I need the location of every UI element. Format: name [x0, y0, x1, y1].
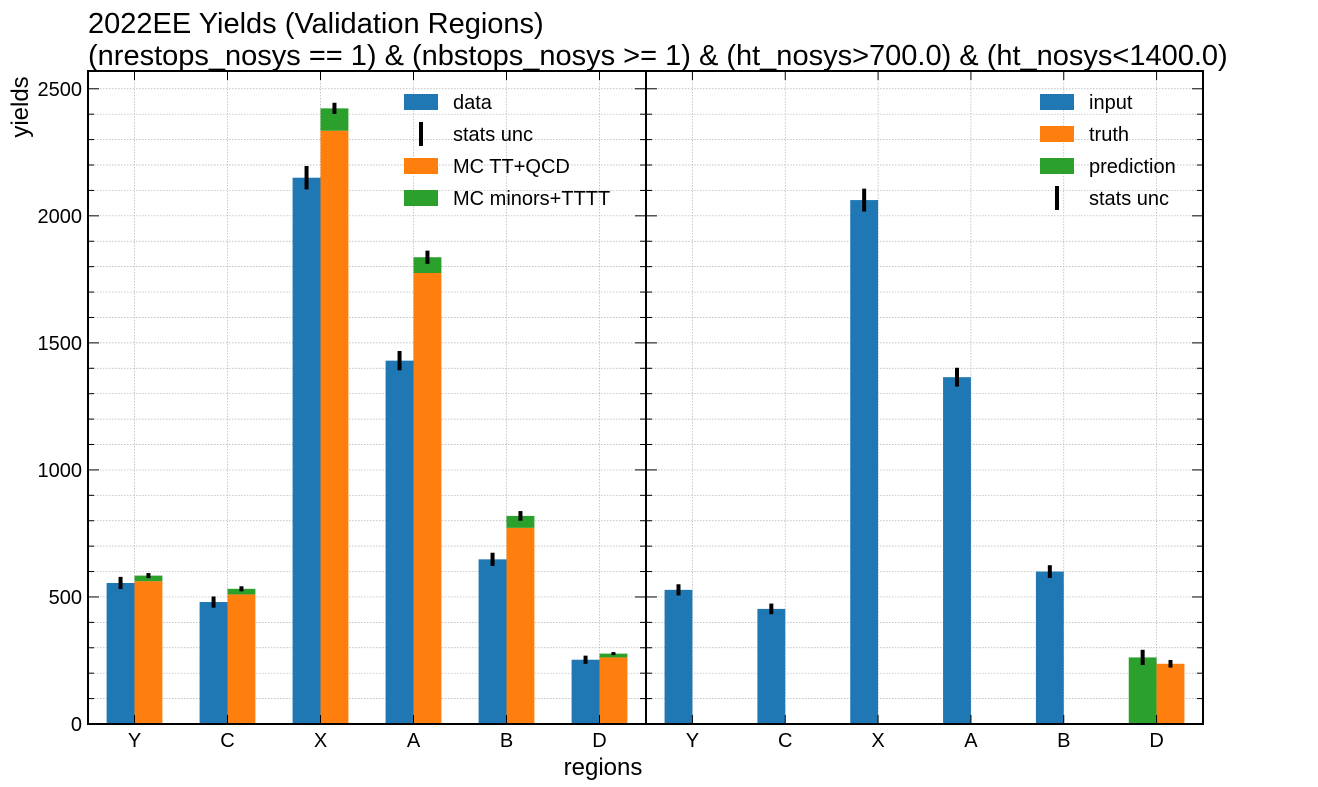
- x-tick-label: B: [500, 730, 513, 752]
- x-tick-label: C: [778, 730, 792, 752]
- legend-label: stats unc: [1089, 188, 1169, 210]
- bar-prediction: [1128, 657, 1157, 724]
- chart-title-line1: 2022EE Yields (Validation Regions): [88, 8, 544, 40]
- bar-truth: [1156, 663, 1185, 724]
- bar-mc-minors: [320, 108, 349, 131]
- y-tick-label: 500: [49, 587, 82, 609]
- x-tick-label: X: [871, 730, 884, 752]
- y-tick-label: 2000: [38, 206, 83, 228]
- x-axis-label: regions: [564, 754, 643, 781]
- legend-swatch: [1040, 158, 1074, 174]
- legend-swatch: [404, 158, 438, 174]
- legend-label: MC TT+QCD: [453, 156, 570, 178]
- legend-swatch: [404, 190, 438, 206]
- x-tick-label: B: [1057, 730, 1070, 752]
- legend-label: input: [1089, 92, 1133, 114]
- axes-frame: [645, 70, 1204, 725]
- y-tick-label: 0: [71, 714, 82, 736]
- x-tick-label: C: [220, 730, 234, 752]
- legend-label: MC minors+TTTT: [453, 188, 610, 210]
- bar-input: [850, 200, 879, 724]
- legend-label: stats unc: [453, 124, 533, 146]
- x-tick-label: D: [592, 730, 606, 752]
- x-tick-label: Y: [128, 730, 141, 752]
- bar-data: [292, 177, 321, 725]
- bar-data: [571, 659, 600, 724]
- x-tick-label: A: [407, 730, 421, 752]
- bar-data: [478, 559, 507, 724]
- legend-label: data: [453, 92, 493, 114]
- x-tick-label: Y: [686, 730, 699, 752]
- chart-title-line2: (nrestops_nosys == 1) & (nbstops_nosys >…: [88, 40, 1228, 72]
- bars-layer: [664, 188, 1185, 724]
- bar-mc-minors: [134, 575, 163, 582]
- x-tick-label: X: [314, 730, 327, 752]
- y-tick-label: 1500: [38, 333, 83, 355]
- bar-data: [106, 582, 135, 724]
- x-tick-label: A: [964, 730, 978, 752]
- legend: data stats unc MC TT+QCD MC minors+TTTT: [404, 92, 610, 210]
- bar-mc-tt-qcd: [134, 581, 163, 724]
- bar-mc-tt-qcd: [320, 130, 349, 725]
- bar-mc-tt-qcd: [227, 594, 256, 724]
- bar-mc-tt-qcd: [599, 657, 628, 724]
- bar-input: [664, 589, 693, 724]
- bar-mc-minors: [506, 515, 535, 528]
- x-tick-label: D: [1149, 730, 1163, 752]
- y-tick-label: 1000: [38, 460, 83, 482]
- y-axis-label: yields: [7, 76, 34, 137]
- bar-data: [385, 360, 414, 724]
- legend-swatch: [1040, 126, 1074, 142]
- bar-input: [757, 608, 786, 724]
- legend-swatch: [404, 94, 438, 110]
- bars-layer: [106, 102, 628, 725]
- bar-data: [199, 602, 228, 724]
- legend-label: prediction: [1089, 156, 1176, 178]
- y-tick-label: 2500: [38, 79, 83, 101]
- bar-mc-tt-qcd: [506, 527, 535, 724]
- legend: input truth prediction stats unc: [1040, 92, 1176, 210]
- legend-label: truth: [1089, 124, 1129, 146]
- bar-mc-minors: [227, 588, 256, 595]
- bar-mc-minors: [599, 653, 628, 658]
- bar-input: [943, 377, 971, 724]
- bar-mc-tt-qcd: [413, 272, 442, 724]
- legend-swatch: [1040, 94, 1074, 110]
- bar-input: [1035, 571, 1064, 724]
- bar-mc-minors: [413, 257, 442, 273]
